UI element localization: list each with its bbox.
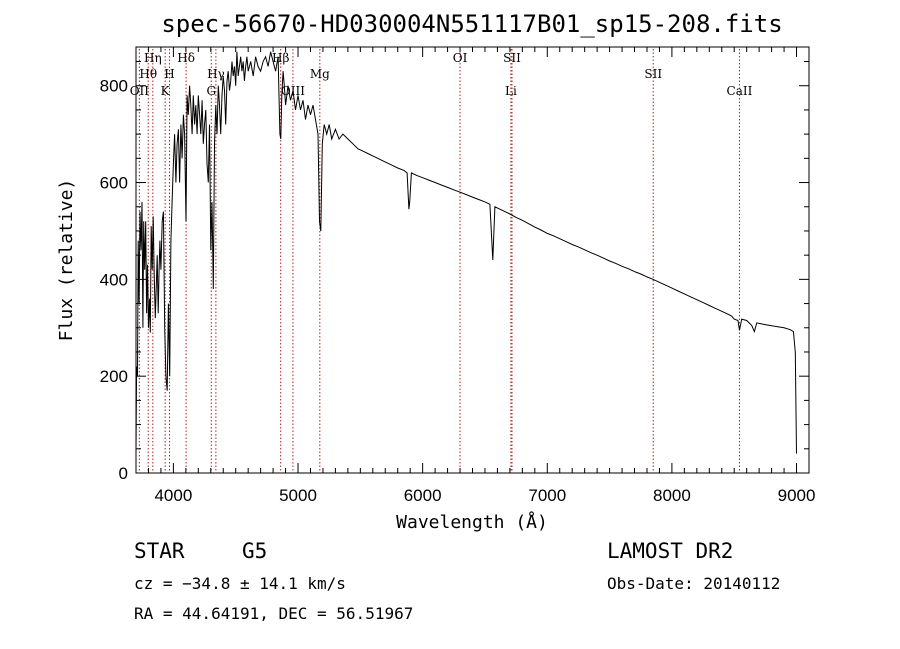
x-tick-label: 5000 bbox=[279, 486, 317, 505]
y-tick-label: 200 bbox=[100, 367, 128, 386]
x-tick-label: 4000 bbox=[154, 486, 192, 505]
line-marker-label: Hδ bbox=[177, 51, 195, 65]
line-marker-label: OII bbox=[130, 84, 150, 98]
line-marker-label: CaII bbox=[727, 84, 753, 98]
line-marker-label: Li bbox=[505, 84, 517, 98]
line-marker-label: Mg bbox=[310, 67, 330, 81]
line-marker-label: Hβ bbox=[272, 51, 289, 65]
sky-coordinates: RA = 44.64191, DEC = 56.51967 bbox=[134, 604, 413, 623]
line-marker-label: Hγ bbox=[207, 67, 225, 81]
line-marker-label: Hθ bbox=[139, 67, 157, 81]
object-type: STAR bbox=[134, 539, 185, 563]
x-axis-label: Wavelength (Å) bbox=[396, 511, 548, 533]
line-marker-label: OI bbox=[453, 51, 468, 65]
observation-date: Obs-Date: 20140112 bbox=[607, 574, 780, 593]
line-marker-label: SII bbox=[503, 51, 521, 65]
line-marker-label: SII bbox=[644, 67, 662, 81]
line-marker-label: H bbox=[164, 67, 174, 81]
line-marker-label: Hη bbox=[144, 51, 162, 65]
x-tick-label: 7000 bbox=[528, 486, 566, 505]
line-marker-label: G bbox=[206, 84, 216, 98]
plot-frame bbox=[135, 46, 810, 474]
line-marker-label: K bbox=[161, 84, 171, 98]
spectral-subclass: G5 bbox=[242, 539, 267, 563]
y-tick-label: 0 bbox=[119, 464, 128, 483]
chart-title: spec-56670-HD030004N551117B01_sp15-208.f… bbox=[161, 10, 782, 38]
redshift-velocity: cz = −34.8 ± 14.1 km/s bbox=[134, 574, 346, 593]
y-axis-label: Flux (relative) bbox=[56, 179, 77, 342]
x-tick-label: 6000 bbox=[404, 486, 442, 505]
axis-tick-labels: 4000 5000 6000 7000 8000 9000 0 200 400 600 800 bbox=[100, 77, 816, 505]
line-markers bbox=[138, 49, 740, 472]
x-tick-label: 8000 bbox=[653, 486, 691, 505]
survey-name: LAMOST DR2 bbox=[607, 539, 733, 563]
axis-ticks bbox=[135, 47, 810, 474]
y-tick-label: 400 bbox=[100, 270, 128, 289]
y-tick-label: 800 bbox=[100, 77, 128, 96]
x-tick-label: 9000 bbox=[778, 486, 816, 505]
y-tick-label: 600 bbox=[100, 174, 128, 193]
spectrum-line bbox=[135, 51, 797, 454]
